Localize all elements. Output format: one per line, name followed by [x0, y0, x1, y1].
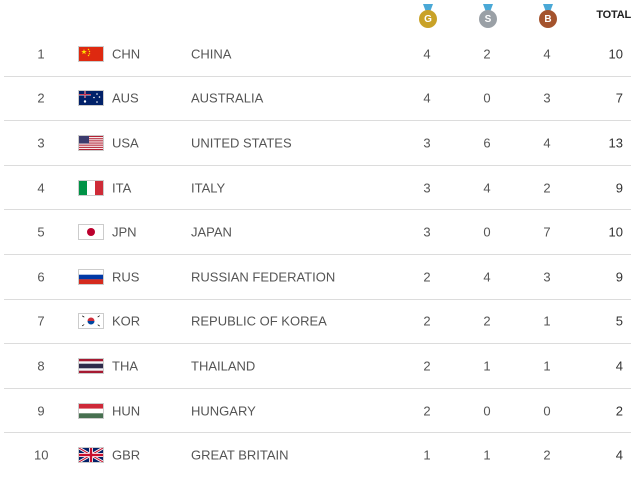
- bronze-count: 1: [543, 358, 551, 374]
- bronze-count: 0: [543, 403, 551, 419]
- bronze-medal-icon: B: [538, 4, 558, 31]
- silver-medal-icon: S: [478, 4, 498, 31]
- gold-count: 4: [423, 46, 431, 62]
- country-code: CHN: [112, 46, 141, 62]
- country-code: AUS: [112, 90, 139, 106]
- table-row[interactable]: 4 ITA ITALY 3 4 2 9: [4, 166, 631, 211]
- country-code: ITA: [112, 180, 132, 196]
- country-name: GREAT BRITAIN: [191, 447, 289, 463]
- bronze-count: 4: [543, 46, 551, 62]
- japan-flag-icon: [78, 224, 104, 241]
- table-row[interactable]: 10 GBR GREAT BRITAIN 1 1 2 4: [4, 433, 631, 477]
- gold-count: 2: [423, 269, 431, 285]
- table-row[interactable]: 1 CHN CHINA 4 2 4 10: [4, 32, 631, 77]
- table-row[interactable]: 2 AUS AUSTRALIA 4 0 3 7: [4, 77, 631, 122]
- bronze-count: 3: [543, 269, 551, 285]
- hungary-flag-icon: [78, 402, 104, 419]
- gold-count: 2: [423, 403, 431, 419]
- bronze-count: 4: [543, 135, 551, 151]
- rank: 8: [37, 358, 45, 374]
- rank: 7: [37, 313, 45, 329]
- country-name: AUSTRALIA: [191, 90, 264, 106]
- country-name: UNITED STATES: [191, 135, 292, 151]
- table-row[interactable]: 9 HUN HUNGARY 2 0 0 2: [4, 389, 631, 434]
- gold-count: 1: [423, 447, 431, 463]
- rank: 4: [37, 180, 45, 196]
- usa-flag-icon: [78, 134, 104, 151]
- silver-count: 0: [483, 90, 491, 106]
- rank: 9: [37, 403, 45, 419]
- bronze-count: 7: [543, 224, 551, 240]
- rank: 5: [37, 224, 45, 240]
- italy-flag-icon: [78, 179, 104, 196]
- bronze-count: 1: [543, 313, 551, 329]
- country-name: THAILAND: [191, 358, 256, 374]
- gold-medal-letter: G: [419, 10, 437, 28]
- country-code: GBR: [112, 447, 141, 463]
- silver-medal-letter: S: [479, 10, 497, 28]
- total-count: 13: [608, 135, 623, 151]
- rank: 1: [37, 46, 45, 62]
- country-name: CHINA: [191, 46, 232, 62]
- silver-count: 0: [483, 403, 491, 419]
- gold-count: 3: [423, 224, 431, 240]
- country-code: JPN: [112, 224, 137, 240]
- thailand-flag-icon: [78, 357, 104, 374]
- silver-count: 0: [483, 224, 491, 240]
- total-count: 10: [608, 224, 623, 240]
- total-count: 7: [615, 90, 623, 106]
- bronze-count: 2: [543, 180, 551, 196]
- silver-count: 4: [483, 180, 491, 196]
- country-name: JAPAN: [191, 224, 232, 240]
- rank: 10: [34, 447, 49, 463]
- table-row[interactable]: 7 KOR REPUBLIC OF KOREA 2 2 1 5: [4, 300, 631, 345]
- silver-count: 2: [483, 313, 491, 329]
- silver-count: 6: [483, 135, 491, 151]
- total-count: 2: [615, 403, 623, 419]
- gold-count: 2: [423, 313, 431, 329]
- country-code: KOR: [112, 313, 141, 329]
- silver-count: 4: [483, 269, 491, 285]
- rank: 3: [37, 135, 45, 151]
- bronze-count: 3: [543, 90, 551, 106]
- table-row[interactable]: 3 USA UNITED STATES 3 6 4 13: [4, 121, 631, 166]
- country-code: USA: [112, 135, 139, 151]
- silver-count: 1: [483, 358, 491, 374]
- korea-flag-icon: [78, 313, 104, 330]
- medal-table-header: G S B TOTAL: [0, 0, 631, 34]
- gold-count: 3: [423, 135, 431, 151]
- table-row[interactable]: 6 RUS RUSSIAN FEDERATION 2 4 3 9: [4, 255, 631, 300]
- gold-count: 2: [423, 358, 431, 374]
- gold-count: 4: [423, 90, 431, 106]
- country-code: THA: [112, 358, 138, 374]
- australia-flag-icon: [78, 90, 104, 107]
- country-name: RUSSIAN FEDERATION: [191, 269, 336, 285]
- total-count: 9: [615, 180, 623, 196]
- silver-count: 1: [483, 447, 491, 463]
- country-code: RUS: [112, 269, 140, 285]
- total-column-header: TOTAL: [596, 9, 631, 21]
- total-count: 10: [608, 46, 623, 62]
- total-count: 9: [615, 269, 623, 285]
- country-name: ITALY: [191, 180, 226, 196]
- gold-medal-icon: G: [418, 4, 438, 31]
- country-name: HUNGARY: [191, 403, 256, 419]
- table-row[interactable]: 8 THA THAILAND 2 1 1 4: [4, 344, 631, 389]
- country-name: REPUBLIC OF KOREA: [191, 313, 327, 329]
- russia-flag-icon: [78, 268, 104, 285]
- total-count: 5: [615, 313, 623, 329]
- silver-count: 2: [483, 46, 491, 62]
- rank: 2: [37, 90, 45, 106]
- total-count: 4: [615, 447, 623, 463]
- gold-count: 3: [423, 180, 431, 196]
- medal-table: 1 CHN CHINA 4 2 4 10 2 AUS AUSTRALIA 4 0…: [4, 32, 631, 477]
- rank: 6: [37, 269, 45, 285]
- china-flag-icon: [78, 45, 104, 62]
- bronze-medal-letter: B: [539, 10, 557, 28]
- bronze-count: 2: [543, 447, 551, 463]
- table-row[interactable]: 5 JPN JAPAN 3 0 7 10: [4, 210, 631, 255]
- country-code: HUN: [112, 403, 141, 419]
- great-britain-flag-icon: [78, 447, 104, 464]
- total-count: 4: [615, 358, 623, 374]
